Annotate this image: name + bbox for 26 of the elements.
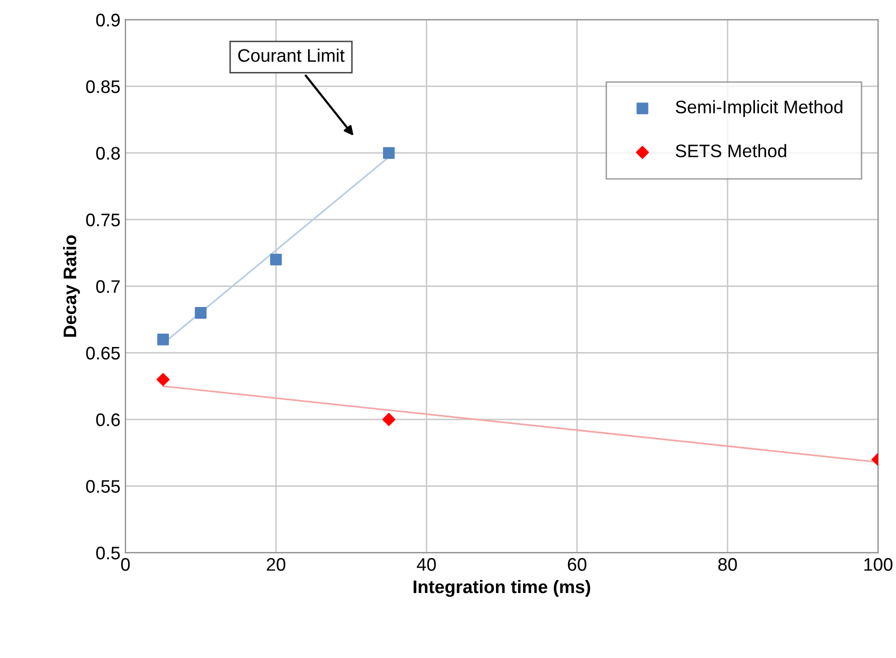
x-tick-label: 80 bbox=[718, 558, 737, 571]
y-tick-label: 0.55 bbox=[86, 480, 120, 493]
annotation: Courant Limit bbox=[238, 48, 345, 62]
x-tick-label: 60 bbox=[568, 558, 586, 571]
x-axis-title: Integration time (ms) bbox=[414, 580, 590, 597]
y-tick-label: 0.8 bbox=[96, 146, 120, 160]
legend-label: SETS Method bbox=[676, 144, 786, 158]
legend-label: Semi-Implicit Method bbox=[676, 100, 842, 117]
x-tick-label: 0 bbox=[121, 558, 130, 571]
y-tick-label: 0.75 bbox=[86, 214, 120, 226]
y-tick-label: 0.7 bbox=[96, 280, 120, 293]
y-tick-label: 0.9 bbox=[96, 14, 120, 26]
y-axis-title: Decay Ratio bbox=[63, 235, 80, 337]
point bbox=[156, 372, 170, 386]
y-tick-label: 0.5 bbox=[96, 546, 120, 560]
x-tick-label: 100 bbox=[864, 558, 892, 571]
y-tick-label: 0.6 bbox=[96, 413, 120, 426]
x-tick-label: 20 bbox=[266, 558, 286, 571]
point bbox=[194, 307, 207, 319]
point bbox=[157, 334, 169, 346]
y-tick-label: 0.65 bbox=[86, 346, 120, 360]
point bbox=[382, 412, 396, 426]
point bbox=[270, 254, 282, 266]
y-tick-label: 0.85 bbox=[86, 80, 120, 94]
x-tick-label: 40 bbox=[416, 558, 436, 571]
point bbox=[383, 147, 395, 159]
